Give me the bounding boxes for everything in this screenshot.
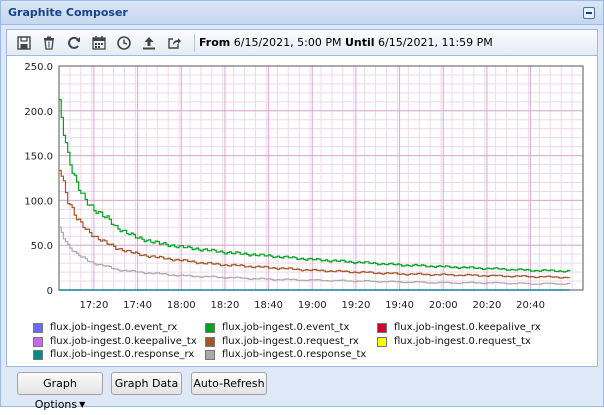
trash-icon[interactable]: [40, 34, 58, 52]
y-tick-label: 100.0: [24, 196, 53, 207]
dropdown-arrow-icon: ▼: [79, 400, 86, 409]
x-tick-label: 18:20: [211, 300, 240, 311]
auto-refresh-button[interactable]: Auto-Refresh: [191, 372, 267, 395]
series-line-flux-job-ingest-0-request-rx: [59, 169, 571, 279]
legend-swatch: [33, 350, 43, 360]
legend-swatch: [205, 337, 215, 347]
x-tick-label: 18:40: [254, 300, 283, 311]
clock-icon[interactable]: [115, 34, 133, 52]
legend-swatch: [377, 337, 387, 347]
legend-label: flux.job-ingest.0.event_tx: [222, 322, 350, 333]
legend-label: flux.job-ingest.0.request_tx: [394, 336, 531, 347]
x-tick-label: 20:00: [429, 300, 458, 311]
from-value: 6/15/2021, 5:00 PM: [233, 36, 342, 49]
x-tick-label: 19:00: [298, 300, 327, 311]
until-value: 6/15/2021, 11:59 PM: [378, 36, 493, 49]
legend-label: flux.job-ingest.0.request_rx: [222, 336, 359, 347]
legend-label: flux.job-ingest.0.event_rx: [50, 322, 178, 333]
legend-label: flux.job-ingest.0.response_rx: [50, 349, 195, 360]
until-label: Until: [344, 36, 375, 49]
time-range: From 6/15/2021, 5:00 PM Until 6/15/2021,…: [199, 36, 493, 49]
legend-swatch: [377, 323, 387, 333]
share-icon[interactable]: [165, 34, 183, 52]
x-tick-label: 20:40: [516, 300, 545, 311]
upload-icon[interactable]: [140, 34, 158, 52]
graph-data-button[interactable]: Graph Data: [111, 372, 182, 395]
legend-label: flux.job-ingest.0.keepalive_rx: [394, 322, 541, 333]
x-tick-label: 17:20: [80, 300, 109, 311]
y-tick-label: 150.0: [24, 152, 53, 163]
x-tick-label: 19:40: [385, 300, 414, 311]
bottom-toolbar: Graph Options ▼ Graph Data Auto-Refresh: [6, 367, 598, 411]
y-tick-label: 250.0: [24, 62, 53, 73]
toolbar-separator: [194, 34, 195, 52]
graph-options-label: Graph Options: [34, 377, 78, 411]
legend-swatch: [33, 323, 43, 333]
y-tick-label: 200.0: [24, 107, 53, 118]
composer-toolbar: From 6/15/2021, 5:00 PM Until 6/15/2021,…: [6, 29, 598, 56]
series-line-flux-job-ingest-0-event-tx: [59, 99, 571, 273]
y-tick-label: 0: [47, 286, 53, 297]
refresh-icon[interactable]: [65, 34, 83, 52]
y-tick-label: 50.0: [31, 241, 53, 252]
window-titlebar: Graphite Composer: [1, 1, 603, 25]
x-tick-label: 18:00: [167, 300, 196, 311]
legend-swatch: [205, 323, 215, 333]
line-chart: 250.0 200.0 150.0 100.0 50.0 0 17:20 17:40 18:00…: [24, 62, 584, 311]
window-title: Graphite Composer: [8, 6, 128, 19]
legend-swatch: [205, 350, 215, 360]
legend-label: flux.job-ingest.0.response_tx: [222, 349, 367, 360]
graph-image: 250.0 200.0 150.0 100.0 50.0 0 17:20 17:40 18:00…: [6, 56, 598, 367]
x-tick-label: 20:20: [473, 300, 502, 311]
series-line-flux-job-ingest-0-response-tx: [59, 226, 571, 285]
graph-options-button[interactable]: Graph Options ▼: [17, 372, 103, 411]
x-tick-label: 19:20: [342, 300, 371, 311]
collapse-icon[interactable]: [583, 7, 595, 19]
save-icon[interactable]: [15, 34, 33, 52]
from-label: From: [199, 36, 231, 49]
legend-label: flux.job-ingest.0.keepalive_tx: [50, 336, 197, 347]
calendar-icon[interactable]: [90, 34, 108, 52]
x-tick-label: 17:40: [123, 300, 152, 311]
legend-swatch: [33, 337, 43, 347]
